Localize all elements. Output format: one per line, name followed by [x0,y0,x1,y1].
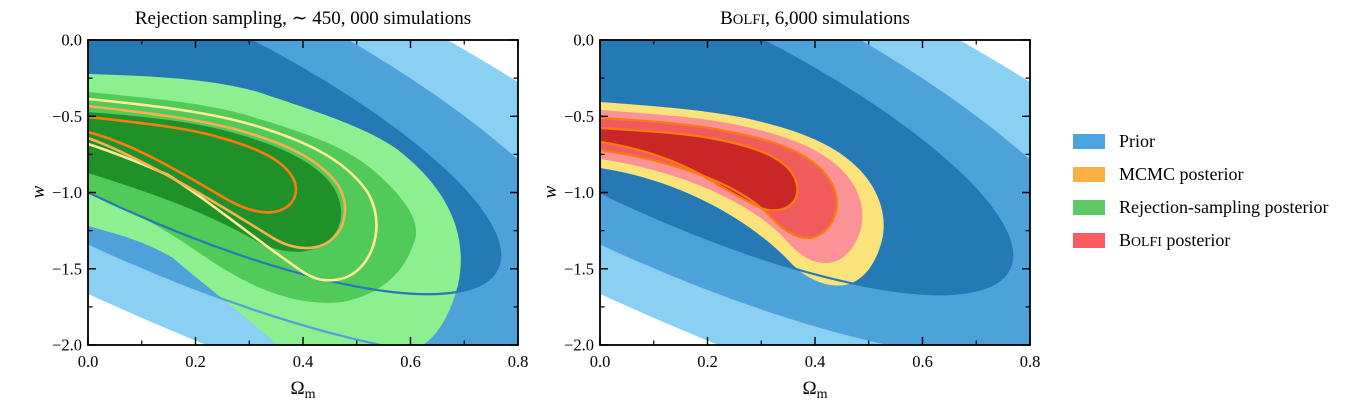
xtick-label: 0.6 [912,352,933,371]
left-plot-title: Rejection sampling, ∼ 450, 000 simulatio… [135,8,471,29]
major-ticks [599,39,1031,346]
left-panel-rejection-sampling: Rejection sampling, ∼ 450, 000 simulatio… [28,8,528,402]
ytick-label: −2.0 [52,336,82,355]
y-axis-label: w [28,185,49,198]
minor-ticks [600,40,1030,345]
xtick-label: 0.8 [508,352,528,371]
legend-label-bolfi-posterior: BOLFI posterior [1119,230,1231,250]
right-plot-title: BOLFI, 6,000 simulations [720,8,910,29]
major-ticks [87,39,519,346]
legend-item-mcmc-posterior: MCMC posterior [1073,164,1328,185]
legend-label-mcmc-posterior: MCMC posterior [1119,164,1244,184]
rejection-sampling-posterior-swatch-icon [1073,200,1105,215]
rejection-posterior-inner-fill [88,112,342,252]
prior-inner-contour-line [88,40,502,296]
xtick-label: 0.4 [293,352,314,371]
prior-middle-contour-line [600,40,1030,345]
mcmc-contour-1sigma [600,126,799,212]
left-plot-area [88,40,518,345]
xtick-label: 0.6 [400,352,421,371]
xtick-label: 0.2 [697,352,718,371]
legend-item-bolfi-posterior: BOLFI posterior [1073,230,1328,251]
ytick-label: −2.0 [564,336,594,355]
right-panel-bolfi: BOLFI, 6,000 simulations 0.0 −0.5 −1.0 −… [540,8,1040,402]
legend-item-rejection-sampling-posterior: Rejection-sampling posterior [1073,197,1328,218]
ytick-label: −1.5 [564,259,594,278]
prior-middle-contour-line [88,40,518,345]
xtick-label: 0.8 [1020,352,1040,371]
ytick-label: −0.5 [52,107,82,126]
right-plot-area [600,40,1030,345]
bolfi-posterior-inner-fill [600,128,798,211]
ytick-label: −0.5 [564,107,594,126]
mcmc-contour-2sigma [88,104,347,250]
mcmc-contour-1sigma [88,115,298,214]
prior-inner-contour-line [600,40,1014,296]
xtick-label: 0.4 [805,352,826,371]
minor-ticks [88,40,518,345]
legend-item-prior: Prior [1073,131,1328,152]
mcmc-contour-2sigma [600,116,839,240]
ytick-label: −1.0 [52,183,82,202]
legend-label-rejection-sampling-posterior: Rejection-sampling posterior [1119,197,1329,217]
prior-swatch-icon [1073,134,1105,149]
y-axis-label: w [540,185,561,198]
x-axis-label: Ωm [290,378,315,402]
bolfi-posterior-swatch-icon [1073,233,1105,248]
ytick-label: −1.0 [564,183,594,202]
xtick-label: 0.2 [185,352,206,371]
ytick-label: 0.0 [573,31,594,50]
mcmc-posterior-swatch-icon [1073,167,1105,182]
xtick-label: 0.0 [590,352,611,371]
ytick-label: −1.5 [52,259,82,278]
legend-label-prior: Prior [1119,131,1155,151]
ytick-label: 0.0 [61,31,82,50]
legend: Prior MCMC posterior Rejection-sampling … [1073,131,1328,263]
xtick-label: 0.0 [78,352,99,371]
x-axis-label: Ωm [802,378,827,402]
